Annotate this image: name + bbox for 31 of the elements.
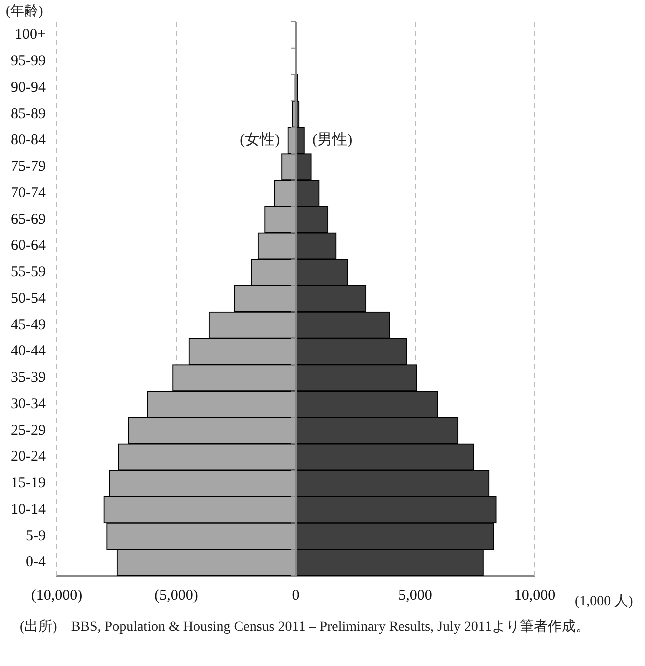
y-tick-label: 85-89 bbox=[10, 106, 46, 122]
y-tick-label: 30-34 bbox=[10, 396, 46, 412]
x-tick-label: 0 bbox=[292, 588, 300, 604]
y-tick-label: 0-4 bbox=[26, 554, 46, 571]
y-tick-label: 60-64 bbox=[10, 238, 46, 254]
y-tick-label: 5-9 bbox=[26, 528, 46, 544]
y-tick-label: 90-94 bbox=[10, 80, 46, 96]
y-tick-label: 65-69 bbox=[10, 212, 46, 228]
y-tick-label: 15-19 bbox=[10, 476, 46, 492]
y-tick-label: 55-59 bbox=[10, 264, 46, 281]
y-tick-label: 35-39 bbox=[10, 370, 46, 386]
series-label: (女性) bbox=[240, 132, 280, 149]
y-tick-label: 20-24 bbox=[10, 449, 46, 466]
y-tick-label: 95-99 bbox=[10, 54, 46, 70]
text: (出所) BBS, Population & Housing Census 2011 – Preliminary Results, July 2011より筆者作成。 bbox=[20, 618, 591, 637]
y-tick-label: 10-14 bbox=[10, 502, 46, 518]
x-tick-label: 5,000 bbox=[398, 588, 432, 604]
y-tick-label: 70-74 bbox=[10, 185, 46, 202]
x-tick-label: 10,000 bbox=[514, 588, 556, 604]
y-tick-label: 50-54 bbox=[10, 290, 46, 307]
y-tick-label: 40-44 bbox=[10, 344, 46, 360]
y-tick-label: 25-29 bbox=[10, 422, 46, 439]
series-label: (男性) bbox=[312, 132, 353, 149]
x-tick-label: (5,000) bbox=[154, 588, 198, 604]
y-tick-label: 80-84 bbox=[10, 132, 46, 149]
y-tick-label: 75-79 bbox=[10, 159, 46, 176]
y-tick-label: 45-49 bbox=[10, 317, 46, 334]
x-axis-title: (1,000 人) bbox=[575, 594, 634, 610]
y-axis-title: (年齢) bbox=[6, 4, 44, 20]
x-tick-label: (10,000) bbox=[31, 588, 83, 604]
y-tick-label: 100+ bbox=[15, 27, 46, 44]
